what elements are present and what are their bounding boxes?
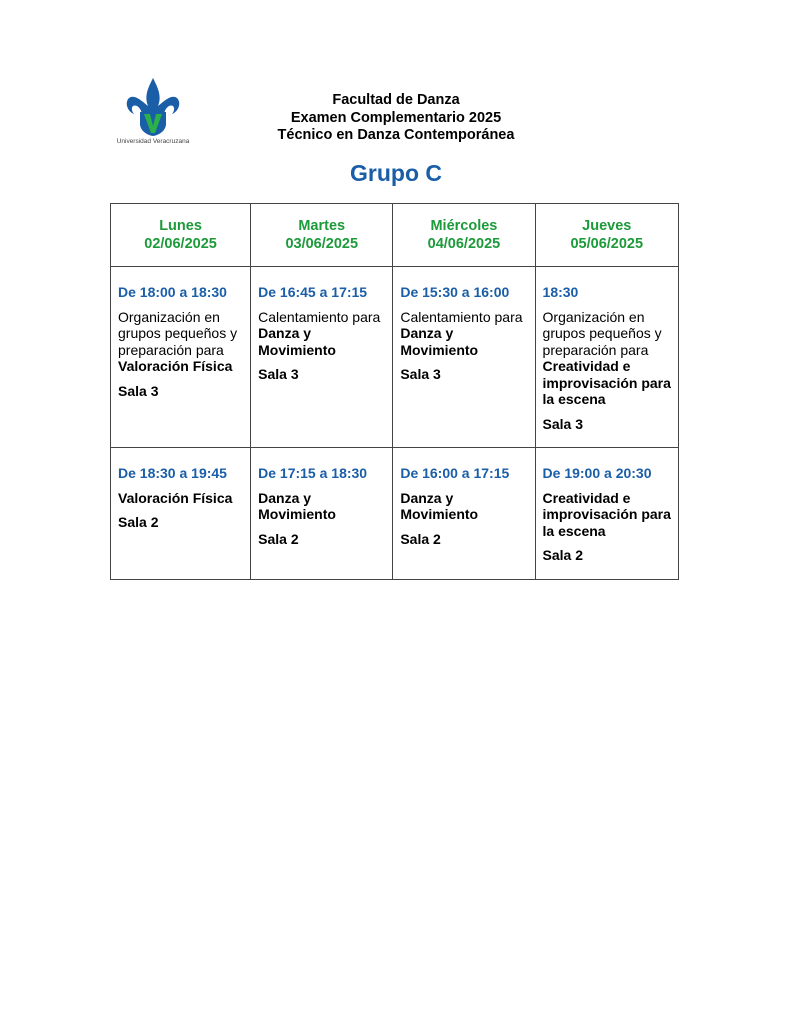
day-date: 02/06/2025 bbox=[144, 236, 217, 252]
activity: Valoración Física bbox=[118, 490, 244, 507]
day-header: Martes 03/06/2025 bbox=[250, 203, 394, 267]
time-slot: De 16:45 a 17:15 bbox=[258, 284, 368, 300]
activity-name: Valoración Física bbox=[118, 358, 233, 374]
activity-name: Creatividad e improvisación para la esce… bbox=[542, 489, 671, 539]
day-name: Jueves bbox=[582, 218, 632, 234]
activity: Creatividad e improvisación para la esce… bbox=[543, 490, 672, 540]
schedule-table: Lunes 02/06/2025 Martes 03/06/2025 Miércol… bbox=[109, 203, 680, 580]
activity-name: Danza y Movimiento bbox=[400, 489, 479, 523]
day-header: Lunes 02/06/2025 bbox=[109, 203, 252, 267]
time-slot: 18:30 bbox=[542, 284, 579, 300]
room: Sala 3 bbox=[258, 366, 299, 382]
schedule-cell: De 18:00 a 18:30 Organización en grupos p… bbox=[109, 266, 252, 448]
activity-name: Valoración Física bbox=[118, 489, 233, 506]
room: Sala 3 bbox=[118, 382, 159, 399]
table-row: De 18:30 a 19:45 Valoración Física Sala 2 … bbox=[109, 447, 680, 580]
activity-text: Organización en grupos pequeños y prepar… bbox=[118, 308, 238, 358]
activity-name: Danza y Movimiento bbox=[400, 325, 479, 358]
activity-text: Calentamiento para bbox=[400, 308, 523, 325]
room: Sala 2 bbox=[542, 547, 584, 563]
day-name: Martes bbox=[298, 218, 346, 234]
room: Sala 3 bbox=[542, 415, 584, 432]
time-slot: De 15:30 a 16:00 bbox=[400, 284, 510, 300]
time-slot: De 16:00 a 17:15 bbox=[400, 465, 510, 481]
day-header: Miércoles 04/06/2025 bbox=[392, 203, 536, 267]
schedule-cell: De 16:00 a 17:15 Danza y Movimiento Sala 2 bbox=[392, 447, 536, 580]
activity: Calentamiento para Danza y Movimiento bbox=[258, 309, 386, 359]
table-row: De 18:00 a 18:30 Organización en grupos p… bbox=[109, 266, 680, 448]
day-header: Jueves 05/06/2025 bbox=[534, 203, 680, 267]
university-logo: Universidad Veracruzana bbox=[108, 76, 198, 148]
day-date: 04/06/2025 bbox=[427, 236, 501, 252]
activity-text: Calentamiento para bbox=[258, 308, 381, 325]
activity-text: Organización en grupos pequeños y prepar… bbox=[542, 308, 662, 358]
activity-name: Danza y Movimiento bbox=[258, 489, 336, 523]
day-date: 03/06/2025 bbox=[285, 236, 359, 252]
header-row: Lunes 02/06/2025 Martes 03/06/2025 Miércol… bbox=[109, 203, 680, 267]
fleur-de-lis-icon bbox=[126, 78, 180, 136]
room: Sala 2 bbox=[400, 530, 441, 547]
activity: Danza y Movimiento bbox=[258, 490, 386, 523]
activity: Organización en grupos pequeños y prepar… bbox=[118, 309, 244, 375]
room: Sala 2 bbox=[258, 530, 299, 547]
time-slot: De 18:30 a 19:45 bbox=[118, 465, 227, 481]
activity: Organización en grupos pequeños y prepar… bbox=[543, 309, 672, 408]
header-program: Técnico en Danza Contemporánea bbox=[277, 127, 515, 143]
time-slot: De 17:15 a 18:30 bbox=[258, 465, 368, 481]
header-exam: Examen Complementario 2025 bbox=[290, 109, 502, 126]
schedule-cell: De 19:00 a 20:30 Creatividad e improvisac… bbox=[534, 447, 680, 580]
day-name: Lunes bbox=[159, 218, 202, 234]
schedule-cell: De 18:30 a 19:45 Valoración Física Sala 2 bbox=[109, 447, 252, 580]
schedule-cell: De 16:45 a 17:15 Calentamiento para Danza… bbox=[250, 266, 394, 448]
group-title: Grupo C bbox=[350, 160, 442, 186]
activity: Calentamiento para Danza y Movimiento bbox=[400, 309, 528, 359]
room: Sala 2 bbox=[118, 514, 159, 530]
logo-text: Universidad Veracruzana bbox=[116, 138, 190, 145]
day-name: Miércoles bbox=[430, 218, 498, 234]
schedule-cell: De 17:15 a 18:30 Danza y Movimiento Sala 2 bbox=[250, 447, 394, 580]
activity: Danza y Movimiento bbox=[400, 490, 528, 523]
document-header: Facultad de Danza Examen Complementario … bbox=[228, 92, 564, 145]
room: Sala 3 bbox=[400, 366, 441, 382]
activity-name: Creatividad e improvisación para la esce… bbox=[542, 358, 671, 407]
schedule-cell: De 15:30 a 16:00 Calentamiento para Danza… bbox=[392, 266, 536, 448]
day-date: 05/06/2025 bbox=[570, 236, 644, 252]
time-slot: De 18:00 a 18:30 bbox=[118, 284, 227, 300]
schedule-cell: 18:30 Organización en grupos pequeños y p… bbox=[534, 266, 680, 448]
activity-name: Danza y Movimiento bbox=[258, 325, 336, 358]
time-slot: De 19:00 a 20:30 bbox=[542, 465, 652, 481]
header-faculty: Facultad de Danza bbox=[332, 92, 460, 108]
